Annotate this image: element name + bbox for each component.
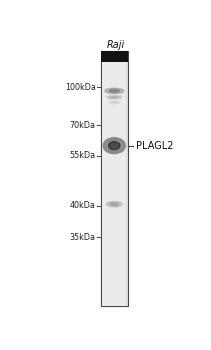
Ellipse shape	[110, 96, 118, 98]
Ellipse shape	[106, 89, 122, 93]
Ellipse shape	[107, 96, 122, 99]
Ellipse shape	[103, 138, 125, 153]
Ellipse shape	[105, 89, 123, 93]
Ellipse shape	[109, 90, 119, 92]
Ellipse shape	[104, 139, 124, 153]
Ellipse shape	[108, 141, 120, 150]
Ellipse shape	[108, 101, 120, 104]
Ellipse shape	[107, 202, 121, 206]
Ellipse shape	[106, 140, 122, 151]
Ellipse shape	[110, 203, 118, 206]
Text: 70kDa: 70kDa	[70, 121, 96, 130]
Ellipse shape	[104, 138, 124, 153]
Ellipse shape	[107, 89, 122, 93]
Bar	[101, 51, 128, 306]
Ellipse shape	[107, 202, 122, 207]
Ellipse shape	[108, 202, 121, 206]
Ellipse shape	[104, 88, 124, 94]
Ellipse shape	[106, 202, 123, 207]
Text: 100kDa: 100kDa	[65, 83, 96, 92]
Bar	[102, 51, 126, 306]
Ellipse shape	[105, 88, 124, 93]
Text: 40kDa: 40kDa	[70, 201, 96, 210]
Ellipse shape	[111, 102, 117, 103]
Text: 35kDa: 35kDa	[70, 233, 96, 242]
Ellipse shape	[106, 140, 123, 152]
Ellipse shape	[103, 138, 126, 154]
Text: Raji: Raji	[107, 40, 125, 50]
Ellipse shape	[106, 89, 123, 93]
Ellipse shape	[105, 139, 123, 152]
Ellipse shape	[108, 101, 120, 104]
Bar	[101, 51, 128, 62]
Text: PLAGL2: PLAGL2	[136, 141, 173, 150]
Ellipse shape	[107, 96, 122, 99]
Text: 55kDa: 55kDa	[70, 151, 96, 160]
Ellipse shape	[106, 202, 122, 207]
Ellipse shape	[107, 96, 121, 99]
Ellipse shape	[106, 96, 122, 99]
